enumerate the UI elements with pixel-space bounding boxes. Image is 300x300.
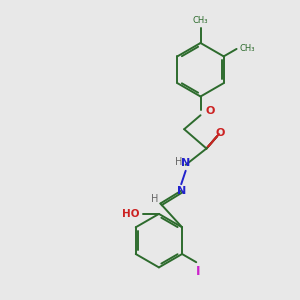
Text: CH₃: CH₃ xyxy=(239,44,255,53)
Text: H: H xyxy=(152,194,159,204)
Text: O: O xyxy=(215,128,225,138)
Text: N: N xyxy=(181,158,190,168)
Text: N: N xyxy=(177,186,186,196)
Text: CH₃: CH₃ xyxy=(193,16,208,25)
Text: I: I xyxy=(196,265,200,278)
Text: H: H xyxy=(176,158,183,167)
Text: O: O xyxy=(206,106,215,116)
Text: HO: HO xyxy=(122,209,139,219)
